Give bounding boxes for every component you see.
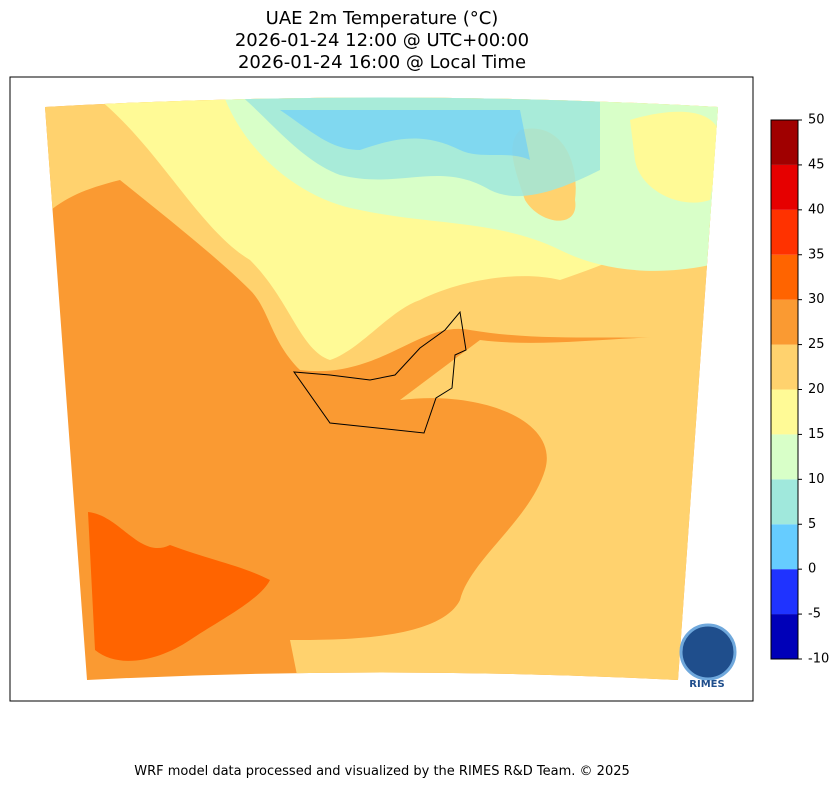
colorbar-segment <box>771 524 798 570</box>
map-frame <box>9 76 754 702</box>
colorbar-tick-label: 50 <box>808 113 825 128</box>
title-line: 2026-01-24 16:00 @ Local Time <box>238 52 526 73</box>
colorbar-segment <box>771 389 798 435</box>
colorbar: -10 -5 0 5 10 15 20 25 30 35 40 45 50 <box>771 113 829 667</box>
colorbar-tick-label: 25 <box>808 337 825 352</box>
title-line: 2026-01-24 12:00 @ UTC+00:00 <box>235 30 529 51</box>
colorbar-segment <box>771 569 798 615</box>
colorbar-segment <box>771 120 798 165</box>
colorbar-segment <box>771 479 798 525</box>
colorbar-tick-label: 35 <box>808 247 825 262</box>
colorbar-tick-label: 40 <box>808 202 825 217</box>
logo <box>679 623 737 681</box>
colorbar-frame <box>770 119 799 660</box>
colorbar-tick-label: 45 <box>808 157 825 172</box>
logo-text: RIMES <box>689 679 724 690</box>
colorbar-tick-label: -5 <box>808 607 821 622</box>
colorbar-tick-label: 10 <box>808 472 825 487</box>
colorbar-tick-label: -10 <box>808 652 829 667</box>
colorbar-segment <box>771 344 798 390</box>
colorbar-segment <box>771 434 798 480</box>
colorbar-segment <box>771 164 798 210</box>
colorbar-segment <box>771 254 798 300</box>
colorbar-tick-label: 0 <box>808 562 816 577</box>
colorbar-tick-label: 30 <box>808 292 825 307</box>
colorbar-segment <box>771 299 798 345</box>
uae-border <box>292 310 467 434</box>
colorbar-tick-label: 5 <box>808 517 816 532</box>
colorbar-segment <box>771 209 798 255</box>
colorbar-tick-label: 20 <box>808 382 825 397</box>
temperature-field <box>45 97 718 680</box>
title-line: UAE 2m Temperature (°C) <box>266 8 499 29</box>
footer: WRF model data processed and visualized … <box>134 764 630 779</box>
colorbar-tick-label: 15 <box>808 427 825 442</box>
colorbar-segment <box>771 614 798 659</box>
